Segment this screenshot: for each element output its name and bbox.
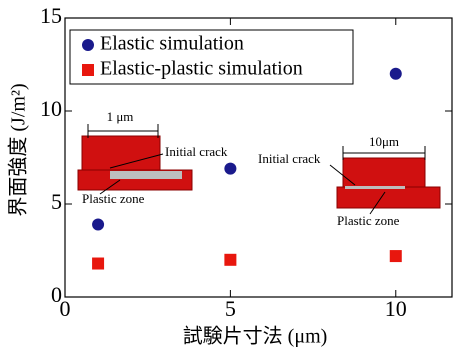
annotation: Initial crack <box>165 144 228 159</box>
data-point <box>390 68 402 80</box>
data-point <box>224 254 236 266</box>
annotation: Plastic zone <box>82 191 145 206</box>
chart: 1 μm Initial crack Plastic zone 10μm Ini… <box>0 0 454 351</box>
data-point <box>224 163 236 175</box>
y-tick-label: 10 <box>40 96 62 121</box>
y-tick-label: 15 <box>40 3 62 28</box>
inset-small-specimen: 1 μm Initial crack Plastic zone <box>78 109 228 206</box>
x-axis-label: 試験片寸法 (μm) <box>183 325 328 348</box>
annotation: 10μm <box>369 134 399 149</box>
lower-block <box>337 187 440 208</box>
x-tick-label: 0 <box>60 296 71 321</box>
annotation: Initial crack <box>258 151 321 166</box>
y-axis-label: 界面強度 (J/m²) <box>7 83 30 216</box>
legend-label: Elastic simulation <box>100 33 244 55</box>
legend-label: Elastic-plastic simulation <box>100 58 303 80</box>
crack <box>345 186 405 189</box>
inset-large-specimen: 10μm Initial crack Plastic zone <box>258 134 440 228</box>
annotation: Plastic zone <box>337 213 400 228</box>
data-point <box>92 218 104 230</box>
data-point <box>390 250 402 262</box>
legend-marker <box>82 64 94 76</box>
x-tick-label: 5 <box>225 296 236 321</box>
x-tick-label: 10 <box>385 296 407 321</box>
upper-block <box>343 158 425 187</box>
plastic-region <box>110 171 182 179</box>
annotation: 1 μm <box>107 109 134 124</box>
data-point <box>92 258 104 270</box>
y-tick-label: 5 <box>51 189 62 214</box>
legend-marker <box>82 39 94 51</box>
